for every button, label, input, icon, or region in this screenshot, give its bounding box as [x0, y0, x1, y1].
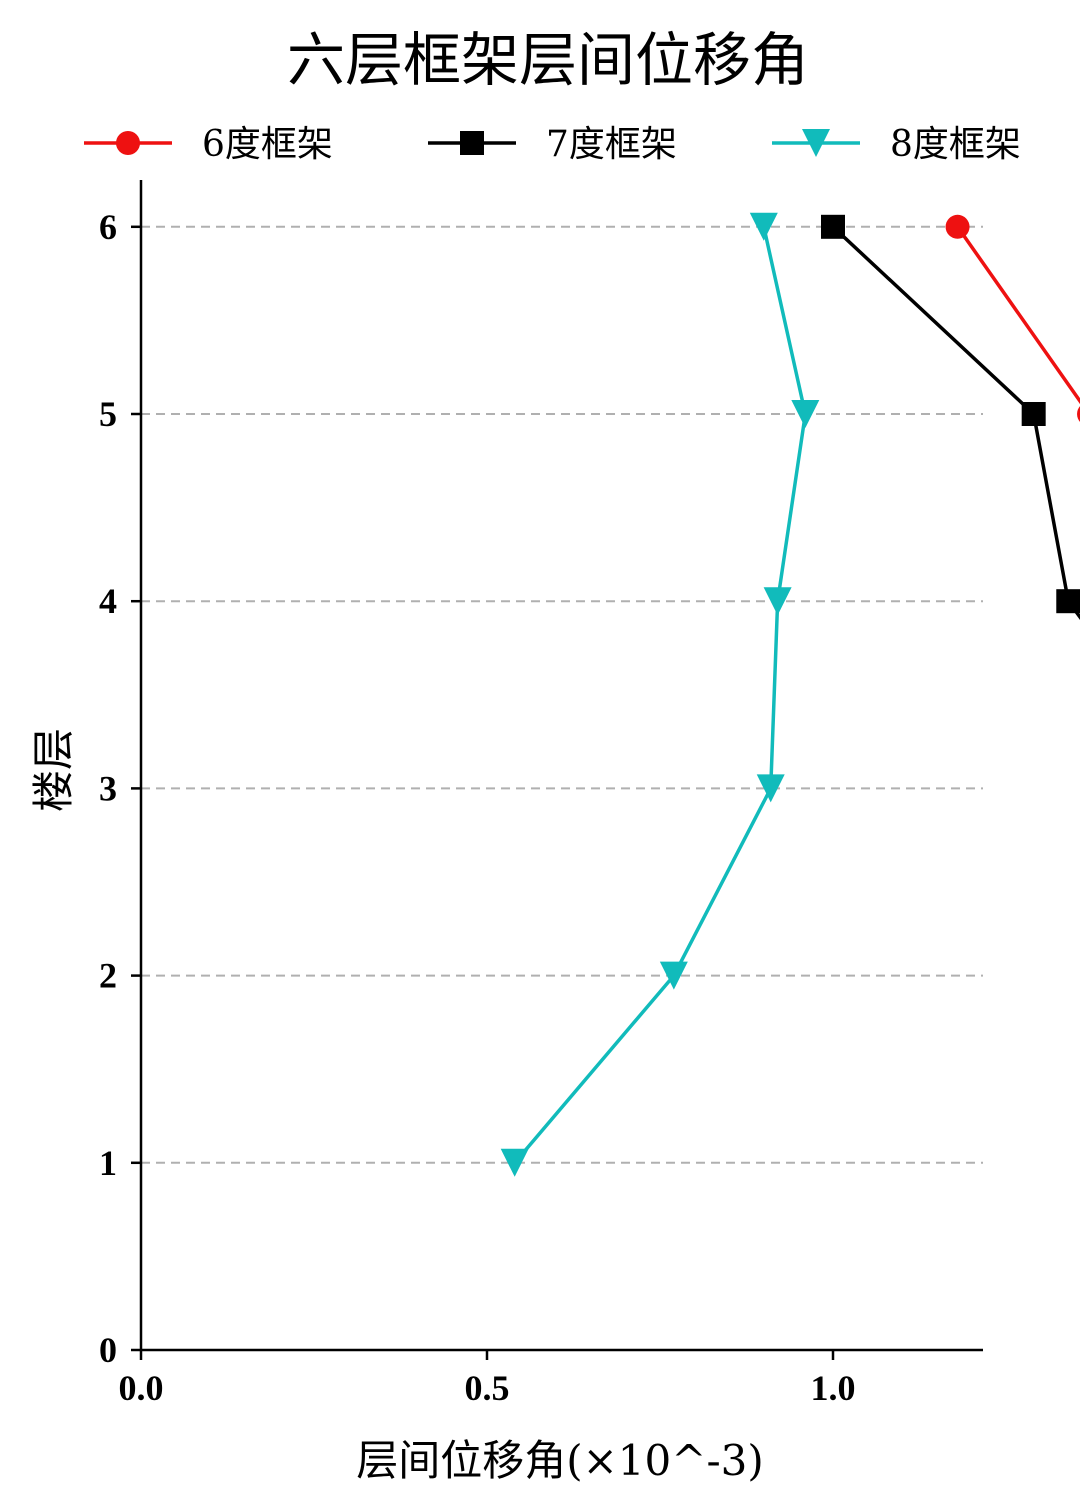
x-ticks: 0.00.51.01.52.0	[119, 1350, 856, 1408]
y-ticks: 0 1 2 3 4 5 6	[99, 207, 141, 1370]
series-line	[956, 225, 1080, 405]
legend-item-3: 8度框架	[772, 124, 1021, 165]
chart-title: 六层框架层间位移角	[287, 26, 809, 94]
legend-label: 8度框架	[890, 124, 1021, 165]
y-tick-label: 3	[99, 768, 117, 808]
series-3	[500, 212, 820, 1177]
data-point	[1056, 589, 1080, 614]
data-point	[791, 400, 820, 428]
data-point	[749, 212, 778, 241]
y-tick-label: 5	[99, 394, 117, 434]
series-line	[831, 225, 1080, 620]
x-tick-label: 0.0	[119, 1368, 164, 1408]
series-2	[821, 214, 1080, 620]
legend-item-1: 6度框架	[84, 124, 333, 165]
legend-label: 7度框架	[546, 124, 677, 165]
x-axis-label: 层间位移角(×10^-3)	[356, 1436, 764, 1485]
legend: 6度框架 7度框架 8度框架	[84, 124, 1021, 165]
legend-marker	[802, 129, 830, 157]
data-point	[756, 774, 785, 803]
y-tick-label: 1	[99, 1143, 117, 1183]
series-1	[945, 214, 1080, 422]
y-tick-label: 4	[99, 581, 117, 621]
data-point	[659, 961, 688, 990]
y-tick-label: 0	[99, 1330, 117, 1370]
legend-marker	[116, 131, 140, 155]
legend-item-2: 7度框架	[428, 124, 677, 165]
series-line	[513, 226, 808, 1164]
data-point	[945, 214, 970, 239]
y-tick-label: 6	[99, 207, 117, 247]
data-point	[821, 214, 845, 239]
y-tick-label: 2	[99, 956, 117, 996]
x-tick-label: 1.0	[811, 1368, 856, 1408]
y-axis-label: 楼层	[29, 728, 78, 812]
series-group	[500, 212, 1080, 1177]
legend-marker	[460, 131, 484, 155]
x-tick-label: 0.5	[465, 1368, 510, 1408]
data-point	[1077, 406, 1080, 422]
data-point	[763, 587, 792, 616]
legend-label: 6度框架	[202, 124, 333, 165]
data-point	[500, 1148, 529, 1177]
data-point	[1021, 402, 1046, 426]
grid-lines	[141, 225, 983, 1164]
